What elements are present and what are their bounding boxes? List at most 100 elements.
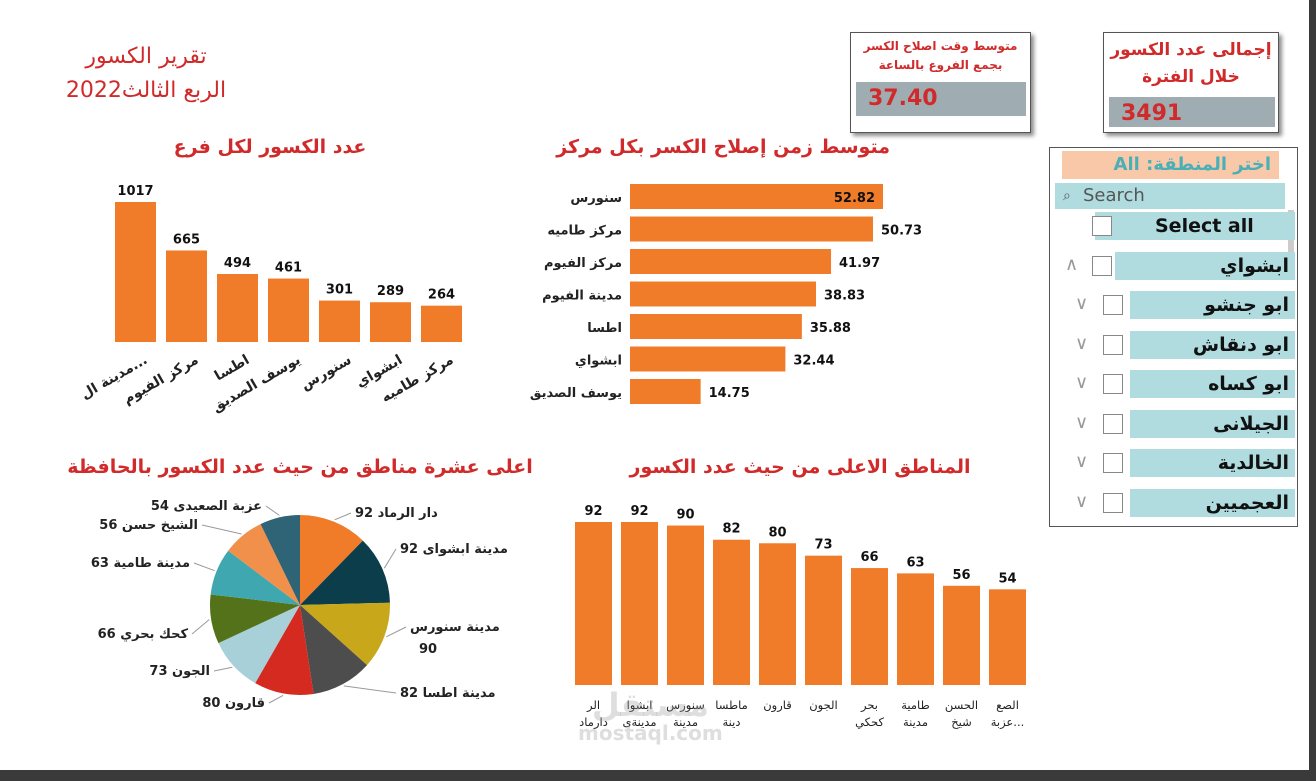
chevron-down-icon[interactable]: ∨ [1075, 372, 1089, 393]
bar [630, 281, 816, 307]
category-label: مركز طاميه [547, 224, 622, 239]
total-breaks-card: إجمالى عدد الكسور خلال الفترة 3491 [1103, 32, 1279, 133]
category-label: مدينة الفيوم [542, 289, 622, 304]
bar [630, 216, 873, 242]
slice-label: 82 مدينة اطسا [400, 686, 496, 701]
slice-label: 66 كحك بحري [98, 627, 189, 642]
leader-line [193, 562, 215, 572]
chevron-down-icon[interactable]: ∨ [1075, 332, 1089, 354]
bar [319, 300, 360, 342]
checkbox[interactable] [1092, 255, 1112, 276]
chevron-up-icon[interactable]: ∧ [1065, 253, 1079, 275]
slicer-item-label: ابو كساه [1130, 370, 1295, 398]
category-label: سنورس [570, 191, 622, 206]
pie-slice [218, 605, 300, 684]
data-label: 63 [906, 555, 924, 570]
search-icon: ⌕ [1063, 188, 1071, 204]
bar [630, 314, 802, 339]
slicer-item[interactable]: العجميين ∨ [1055, 488, 1295, 517]
chart3-title: اعلى عشرة مناطق من حيث عدد الكسور بالحاف… [67, 456, 533, 478]
watermark-arabic: مستقل [591, 686, 709, 724]
category-label: قارون [763, 698, 792, 713]
data-label: 32.44 [793, 354, 834, 369]
slice-label: 92 دار الرماد [355, 506, 438, 521]
slicer-item-label: الجيلانى [1130, 409, 1295, 438]
bar [630, 379, 701, 404]
checkbox[interactable] [1103, 374, 1123, 394]
bar [217, 273, 258, 342]
slicer-search-box[interactable]: ⌕ Search [1055, 183, 1285, 209]
slicer-item[interactable]: ابو جنشو ∨ [1055, 291, 1295, 319]
checkbox[interactable] [1103, 413, 1123, 434]
bar [166, 250, 207, 342]
leader-line [191, 619, 210, 635]
slicer-item[interactable]: ابو كساه ∨ [1055, 370, 1295, 398]
bar [575, 522, 612, 685]
data-label: 56 [952, 568, 970, 583]
chevron-down-icon[interactable]: ∨ [1075, 411, 1089, 433]
bar [713, 539, 750, 685]
leader-line [201, 524, 242, 535]
report-title-line1: تقرير الكسور [85, 44, 207, 69]
watermark: مستقل mostaql.com [578, 688, 723, 744]
leader-line [343, 685, 397, 694]
checkbox[interactable] [1103, 492, 1123, 513]
slicer-item[interactable]: الخالدية ∨ [1055, 449, 1295, 477]
top-areas-bar-chart: 92 الر دارماد 92 ابشوا مدينةى 90 سنورس مدينة 82 ما… [575, 504, 1026, 730]
checkbox[interactable] [1092, 216, 1112, 236]
chevron-down-icon[interactable]: ∨ [1075, 451, 1089, 472]
category-label: ماطسا [715, 698, 748, 712]
bar [268, 278, 309, 342]
pie-slice [209, 594, 300, 644]
slicer-item-label: العجميين [1130, 488, 1295, 517]
chevron-down-icon[interactable]: ∨ [1075, 490, 1089, 512]
category-label: كحكي [855, 715, 884, 729]
slicer-item[interactable]: ابو دنقاش ∨ [1055, 330, 1295, 359]
slice-label: 56 الشيخ حسن [99, 518, 198, 533]
bar [630, 249, 832, 274]
data-label: 301 [326, 283, 353, 298]
data-label: 90 [676, 508, 694, 523]
category-label: ابشوا [627, 698, 653, 713]
slicer-item[interactable]: الجيلانى ∨ [1055, 409, 1295, 438]
report-title-line2: الربع الثالث2022 [65, 78, 227, 103]
slicer-item[interactable]: ابشواي ∧ [1055, 251, 1295, 280]
slicer-item-label: Select all [1095, 212, 1295, 240]
top-ten-areas-pie-chart: 92 دار الرماد 92 مدينة ابشواى مدينة سنورس 8… [91, 499, 508, 711]
category-label: ابشواي [575, 354, 622, 369]
bar [370, 302, 411, 342]
category-label: مدينة [673, 715, 698, 729]
leader-line [268, 694, 284, 704]
checkbox[interactable] [1103, 453, 1123, 473]
data-label: 494 [224, 256, 251, 271]
category-label: طامية [901, 698, 929, 712]
slicer-select-all[interactable]: Select all [1055, 212, 1295, 240]
bar [989, 589, 1026, 685]
category-label: مركز الفيوم [544, 256, 622, 271]
slicer-search-placeholder: Search [1083, 185, 1145, 206]
pie-slice [300, 605, 368, 694]
pie-slice [300, 602, 390, 666]
region-slicer: اختر المنطقة: All ⌕ Search Select all ابش… [1049, 147, 1298, 527]
checkbox[interactable] [1103, 295, 1123, 315]
chart4-title: المناطق الاعلى من حيث عدد الكسور [629, 456, 971, 478]
avg-repair-time-card: متوسط وقت اصلاح الكسر بجمع الفروع بالساع… [850, 32, 1031, 133]
chevron-down-icon[interactable]: ∨ [1075, 293, 1089, 314]
data-label: 665 [173, 232, 200, 247]
slice-label: 63 مدينة طامية [91, 556, 190, 571]
pie-slice [210, 550, 300, 605]
bar [621, 522, 658, 685]
category-label: مدينةى [622, 715, 656, 729]
pie-slice [228, 524, 300, 605]
checkbox[interactable] [1103, 334, 1123, 355]
data-label: 14.75 [709, 386, 750, 401]
bar [759, 543, 796, 685]
bar [630, 346, 786, 372]
category-label: شيخ [951, 715, 972, 729]
bar [630, 184, 883, 209]
data-label: 92 [584, 504, 602, 519]
slice-label: 73 الجون [149, 664, 210, 679]
category-label: الحسن [945, 698, 978, 713]
